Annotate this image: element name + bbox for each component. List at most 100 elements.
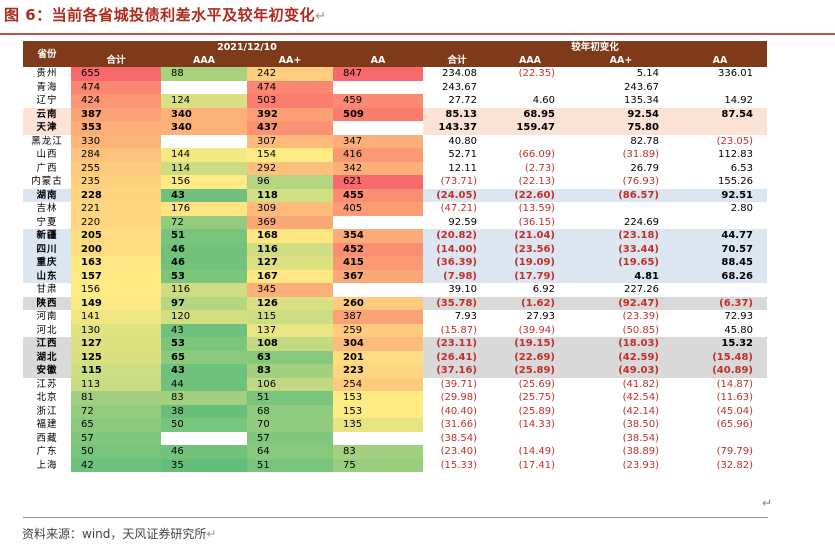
table-row: 湖北 125 65 63 201 (26.41) (22.69) (42.59) (15.48)	[23, 350, 767, 364]
change-cell: 92.51	[673, 188, 767, 202]
province-cell: 河南	[36, 311, 58, 323]
spread-cell: 68	[247, 404, 333, 418]
figure-title: 图 6：当前各省城投债利差水平及较年初变化↵	[4, 6, 327, 24]
spread-table: 省份 2021/12/10 较年初变化 合计 AAA AA+ AA 合计 AAA…	[23, 41, 767, 472]
change-cell: 68.26	[673, 269, 767, 283]
change-cell: (33.44)	[569, 242, 673, 256]
spread-cell: 108	[247, 337, 333, 351]
change-cell: (40.89)	[673, 364, 767, 378]
change-cell: (15.87)	[440, 324, 477, 336]
province-cell: 福建	[36, 419, 58, 431]
spread-cell: 144	[161, 148, 247, 162]
spread-cell: 228	[71, 188, 161, 202]
change-cell	[491, 135, 569, 149]
spread-cell: 46	[161, 242, 247, 256]
change-cell: (32.82)	[716, 459, 753, 471]
table-body: 贵州 655 88 242 847 234.08 (22.35) 5.14 336.01 青海 47…	[23, 67, 767, 472]
spread-cell: 46	[161, 256, 247, 270]
spread-cell	[161, 80, 247, 94]
change-cell: 234.08	[442, 68, 477, 80]
province-cell: 青海	[36, 81, 58, 93]
change-cell	[491, 81, 569, 95]
change-cell: 143.37	[423, 121, 491, 135]
table-row: 山东 157 53 167 367 (7.98) (17.79) 4.81 68.26	[23, 269, 767, 283]
change-cell: (79.79)	[716, 446, 753, 458]
change-cell: (2.73)	[524, 162, 555, 174]
province-cell: 黑龙江	[31, 135, 63, 147]
change-cell: 45.80	[724, 324, 753, 336]
table-row: 山西 284 144 154 416 52.71 (66.09) (31.89) 112.83	[23, 148, 767, 162]
table-row: 河南 141 120 115 387 7.93 27.93 (23.39) 72.93	[23, 310, 767, 324]
spread-cell: 124	[161, 94, 247, 108]
table-row: 上海 42 35 51 75 (15.33) (17.41) (23.93) (32.82)	[23, 458, 767, 472]
province-cell: 上海	[36, 459, 58, 471]
change-cell: 27.93	[526, 311, 555, 323]
change-cell: 92.59	[448, 216, 477, 228]
spread-cell: 127	[71, 337, 161, 351]
source-rule	[23, 517, 768, 518]
spread-cell: 387	[71, 107, 161, 121]
spread-cell: 157	[71, 269, 161, 283]
change-cell: (36.39)	[423, 256, 491, 270]
spread-cell: 53	[161, 269, 247, 283]
spread-cell: 167	[247, 269, 333, 283]
spread-cell: 424	[71, 94, 161, 108]
spread-cell: 200	[71, 242, 161, 256]
province-cell: 山西	[36, 149, 58, 161]
spread-cell: 141	[71, 310, 161, 324]
spread-cell: 57	[247, 431, 333, 445]
province-cell: 贵州	[36, 68, 58, 80]
change-cell: (31.66)	[440, 419, 477, 431]
province-cell: 浙江	[36, 405, 58, 417]
change-cell: (22.60)	[491, 188, 569, 202]
table-row: 吉林 221 176 309 405 (47.21) (13.59) 2.80	[23, 202, 767, 216]
source-note: 资料来源：wind，天风证券研究所↵	[22, 527, 217, 541]
change-cell: (92.47)	[569, 296, 673, 310]
change-cell: (14.87)	[716, 378, 753, 390]
province-cell: 辽宁	[36, 95, 58, 107]
spread-cell	[333, 80, 423, 94]
change-cell: 2.80	[730, 203, 753, 215]
change-cell: (38.54)	[622, 432, 659, 444]
spread-cell: 847	[333, 67, 423, 81]
spread-cell: 51	[247, 458, 333, 472]
change-cell: (25.69)	[518, 378, 555, 390]
change-cell	[673, 81, 767, 95]
province-cell: 甘肃	[36, 284, 58, 296]
spread-cell: 42	[71, 458, 161, 472]
spread-cell: 309	[247, 202, 333, 216]
province-cell: 天津	[23, 121, 71, 135]
change-cell: (40.40)	[440, 405, 477, 417]
table-row: 安徽 115 43 83 223 (37.16) (25.89) (49.03) (40.89)	[23, 364, 767, 378]
spread-cell: 655	[71, 67, 161, 81]
change-cell: 27.72	[448, 95, 477, 107]
province-cell: 陕西	[23, 296, 71, 310]
spread-cell: 509	[333, 107, 423, 121]
spread-cell: 330	[71, 134, 161, 148]
change-cell: (18.03)	[569, 337, 673, 351]
spread-cell: 235	[71, 175, 161, 189]
province-cell: 北京	[36, 392, 58, 404]
table-row: 江西 127 53 108 304 (23.11) (19.15) (18.03) 15.32	[23, 337, 767, 351]
spread-cell: 459	[333, 94, 423, 108]
change-cell: (19.65)	[569, 256, 673, 270]
spread-cell: 65	[71, 418, 161, 432]
spread-cell: 114	[161, 161, 247, 175]
spread-cell: 64	[247, 445, 333, 459]
spread-cell: 452	[333, 242, 423, 256]
spread-cell: 126	[247, 296, 333, 310]
table-row: 浙江 72 38 68 153 (40.40) (25.89) (42.14) (45.04)	[23, 404, 767, 418]
change-cell: (20.82)	[423, 229, 491, 243]
spread-cell: 153	[333, 404, 423, 418]
spread-cell: 340	[161, 121, 247, 135]
province-cell: 安徽	[23, 364, 71, 378]
change-cell: 40.80	[448, 135, 477, 147]
header-col: AA+	[247, 54, 333, 67]
header-col: AAA	[161, 54, 247, 67]
change-cell: (19.15)	[491, 337, 569, 351]
province-cell: 内蒙古	[31, 176, 63, 188]
change-cell: (38.54)	[440, 432, 477, 444]
header-col: 合计	[423, 54, 491, 67]
province-cell: 广西	[36, 162, 58, 174]
change-cell: 159.47	[491, 121, 569, 135]
